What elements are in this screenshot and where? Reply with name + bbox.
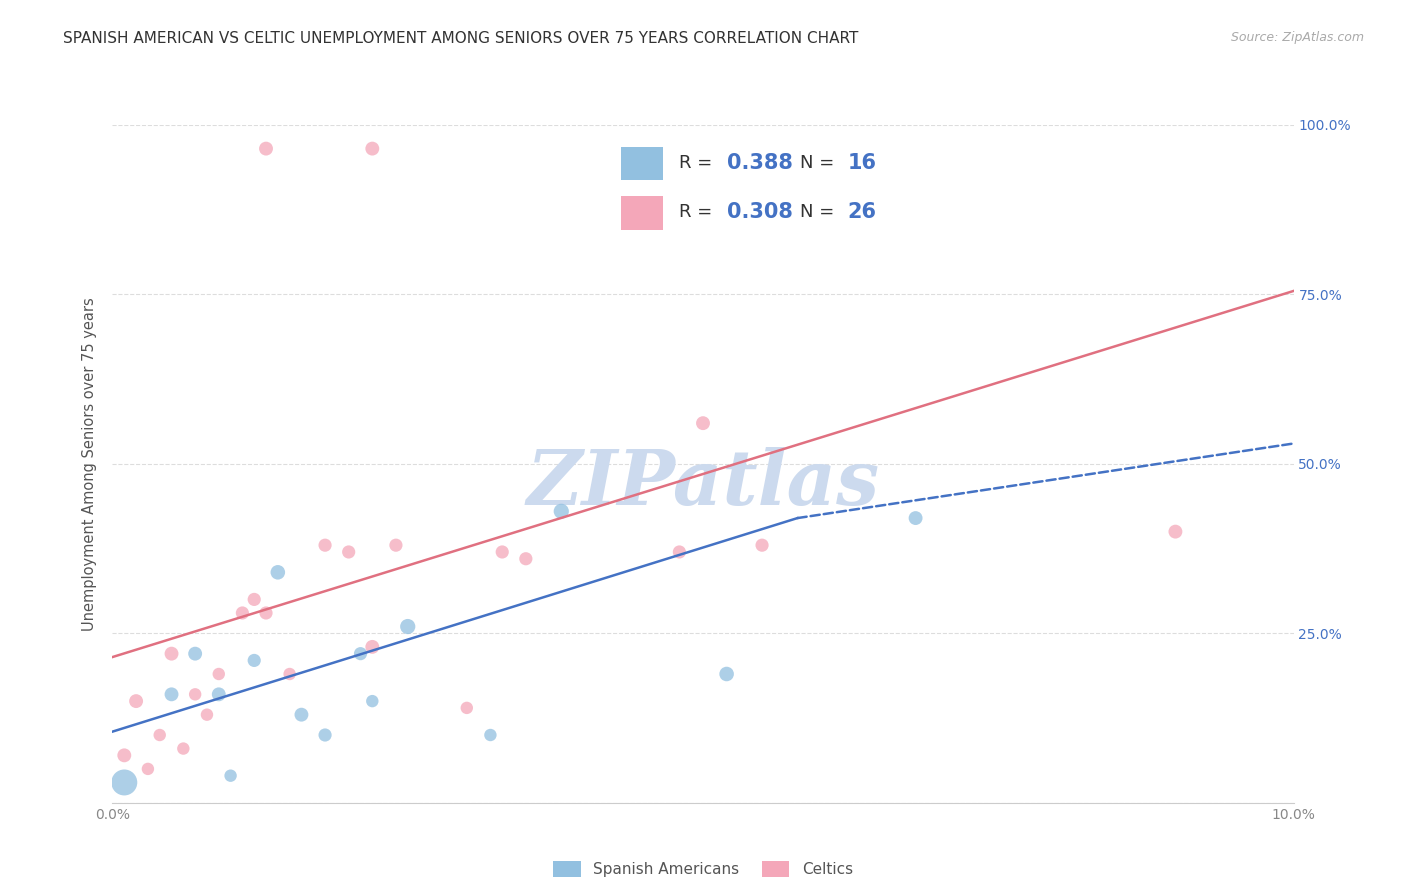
Text: Source: ZipAtlas.com: Source: ZipAtlas.com [1230,31,1364,45]
Point [716,667,738,681]
Point [290,707,312,722]
Point [491,545,513,559]
Point [751,538,773,552]
Point [254,606,277,620]
Legend: Spanish Americans, Celtics: Spanish Americans, Celtics [547,855,859,883]
Point [515,551,537,566]
Point [160,687,183,701]
Point [668,545,690,559]
Point [361,640,384,654]
Bar [621,196,662,229]
Point [267,566,290,580]
Point [361,694,384,708]
Text: N =: N = [800,202,839,220]
Point [184,647,207,661]
Point [112,748,135,763]
Text: 26: 26 [848,202,877,222]
Text: R =: R = [679,202,717,220]
Text: 0.388: 0.388 [727,153,793,173]
Point [337,545,360,559]
Point [1164,524,1187,539]
Y-axis label: Unemployment Among Seniors over 75 years: Unemployment Among Seniors over 75 years [82,297,97,631]
Point [385,538,408,552]
Text: N =: N = [800,154,839,172]
Point [314,538,336,552]
Point [184,687,207,701]
Point [254,142,277,156]
Point [195,707,218,722]
Point [550,504,572,518]
Point [208,667,231,681]
Point [243,592,266,607]
Text: SPANISH AMERICAN VS CELTIC UNEMPLOYMENT AMONG SENIORS OVER 75 YEARS CORRELATION : SPANISH AMERICAN VS CELTIC UNEMPLOYMENT … [63,31,859,46]
Point [479,728,502,742]
Point [314,728,336,742]
Bar [621,146,662,180]
Text: 16: 16 [848,153,877,173]
Point [112,775,135,789]
Text: 0.308: 0.308 [727,202,793,222]
Point [231,606,253,620]
Point [904,511,927,525]
Point [149,728,172,742]
Text: ZIPatlas: ZIPatlas [526,447,880,521]
Point [160,647,183,661]
Point [361,142,384,156]
Point [208,687,231,701]
Point [278,667,301,681]
Point [396,619,419,633]
Point [125,694,148,708]
Point [456,701,478,715]
Point [243,653,266,667]
Point [692,416,714,430]
Point [349,647,371,661]
Point [172,741,194,756]
Point [136,762,159,776]
Point [219,769,242,783]
Text: R =: R = [679,154,717,172]
